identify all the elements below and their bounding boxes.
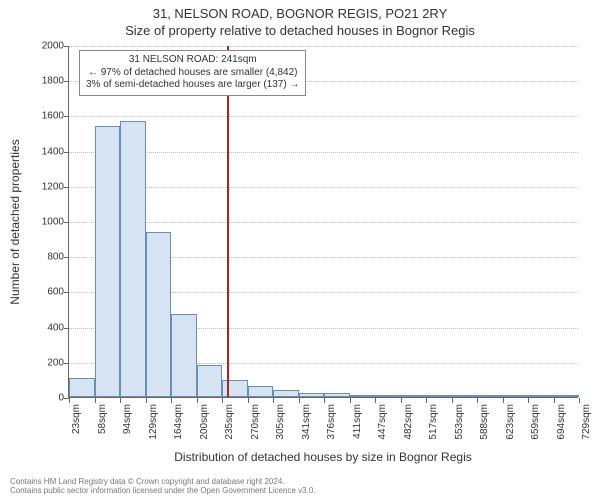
histogram-bar — [477, 395, 503, 397]
x-tick-label: 94sqm — [122, 404, 133, 450]
y-tick-label: 1600 — [24, 111, 64, 122]
x-tick-label: 517sqm — [428, 404, 439, 450]
y-tick-label: 1800 — [24, 76, 64, 87]
annotation-line-1: 31 NELSON ROAD: 241sqm — [86, 54, 299, 67]
y-tick-label: 0 — [24, 393, 64, 404]
histogram-bar — [503, 395, 529, 397]
y-tick-mark — [64, 152, 69, 153]
annotation-box: 31 NELSON ROAD: 241sqm ← 97% of detached… — [79, 50, 306, 96]
y-tick-label: 800 — [24, 252, 64, 263]
histogram-bar — [95, 126, 121, 397]
highlight-line — [227, 46, 229, 397]
y-axis-label: Number of detached properties — [8, 46, 24, 398]
x-tick-label: 235sqm — [224, 404, 235, 450]
y-tick-label: 200 — [24, 357, 64, 368]
y-tick-mark — [64, 292, 69, 293]
x-tick-label: 341sqm — [301, 404, 312, 450]
x-tick-mark — [350, 398, 351, 403]
y-tick-label: 600 — [24, 287, 64, 298]
x-tick-label: 305sqm — [275, 404, 286, 450]
x-axis-label: Distribution of detached houses by size … — [68, 450, 578, 464]
y-tick-mark — [64, 257, 69, 258]
y-tick-label: 1200 — [24, 181, 64, 192]
x-tick-label: 447sqm — [377, 404, 388, 450]
y-tick-label: 1000 — [24, 217, 64, 228]
annotation-line-3: 3% of semi-detached houses are larger (1… — [86, 79, 299, 92]
x-tick-mark — [452, 398, 453, 403]
x-tick-label: 623sqm — [505, 404, 516, 450]
histogram-bar — [273, 390, 299, 397]
x-tick-mark — [222, 398, 223, 403]
histogram-bar — [69, 378, 95, 397]
histogram-bar — [197, 365, 223, 397]
histogram-bar — [554, 395, 580, 397]
x-tick-mark — [401, 398, 402, 403]
x-tick-mark — [248, 398, 249, 403]
x-tick-mark — [299, 398, 300, 403]
x-tick-mark — [477, 398, 478, 403]
y-tick-mark — [64, 187, 69, 188]
x-tick-label: 129sqm — [148, 404, 159, 450]
y-tick-mark — [64, 328, 69, 329]
x-tick-mark — [146, 398, 147, 403]
chart-subtitle: Size of property relative to detached ho… — [0, 21, 600, 38]
x-tick-label: 588sqm — [479, 404, 490, 450]
x-tick-label: 270sqm — [250, 404, 261, 450]
x-tick-mark — [69, 398, 70, 403]
x-tick-mark — [503, 398, 504, 403]
x-tick-label: 200sqm — [199, 404, 210, 450]
x-tick-mark — [375, 398, 376, 403]
x-tick-label: 23sqm — [71, 404, 82, 450]
y-tick-mark — [64, 81, 69, 82]
footer-attribution: Contains HM Land Registry data © Crown c… — [10, 477, 316, 496]
footer-line-1: Contains HM Land Registry data © Crown c… — [10, 477, 316, 487]
histogram-bar — [120, 121, 146, 397]
x-tick-mark — [426, 398, 427, 403]
histogram-bar — [426, 395, 452, 397]
y-tick-mark — [64, 363, 69, 364]
y-tick-label: 1400 — [24, 146, 64, 157]
gridline — [69, 46, 578, 47]
histogram-bar — [350, 395, 376, 397]
histogram-bar — [299, 393, 325, 397]
y-tick-mark — [64, 46, 69, 47]
histogram-bar — [401, 395, 427, 397]
y-tick-mark — [64, 116, 69, 117]
annotation-line-2: ← 97% of detached houses are smaller (4,… — [86, 67, 299, 80]
x-tick-label: 376sqm — [326, 404, 337, 450]
x-tick-label: 411sqm — [352, 404, 363, 450]
x-tick-mark — [579, 398, 580, 403]
x-tick-label: 58sqm — [97, 404, 108, 450]
plot-area: 31 NELSON ROAD: 241sqm ← 97% of detached… — [68, 46, 578, 398]
x-tick-mark — [120, 398, 121, 403]
x-tick-mark — [197, 398, 198, 403]
x-tick-label: 553sqm — [454, 404, 465, 450]
gridline — [69, 116, 578, 117]
histogram-bar — [528, 395, 554, 397]
y-tick-label: 400 — [24, 322, 64, 333]
y-tick-mark — [64, 222, 69, 223]
footer-line-2: Contains public sector information licen… — [10, 486, 316, 496]
x-tick-label: 164sqm — [173, 404, 184, 450]
histogram-bar — [452, 395, 478, 397]
x-tick-label: 694sqm — [556, 404, 567, 450]
histogram-bar — [324, 393, 350, 397]
x-tick-mark — [95, 398, 96, 403]
histogram-bar — [171, 314, 197, 397]
x-tick-mark — [528, 398, 529, 403]
histogram-bar — [146, 232, 172, 397]
x-tick-mark — [324, 398, 325, 403]
x-tick-label: 659sqm — [530, 404, 541, 450]
x-tick-label: 729sqm — [581, 404, 592, 450]
histogram-bar — [375, 395, 401, 397]
x-tick-mark — [171, 398, 172, 403]
y-tick-label: 2000 — [24, 41, 64, 52]
x-tick-mark — [554, 398, 555, 403]
histogram-bar — [248, 386, 274, 397]
chart-title: 31, NELSON ROAD, BOGNOR REGIS, PO21 2RY — [0, 0, 600, 21]
x-tick-label: 482sqm — [403, 404, 414, 450]
x-tick-mark — [273, 398, 274, 403]
